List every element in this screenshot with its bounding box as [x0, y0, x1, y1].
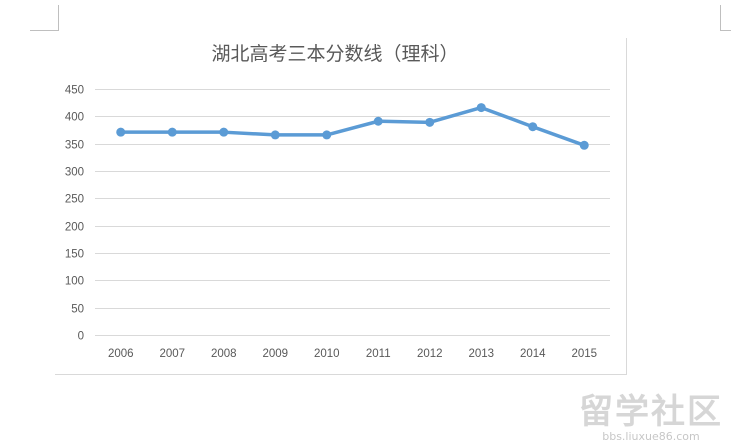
corner-mark-top-left: [30, 5, 59, 31]
y-tick-label: 200: [65, 222, 84, 234]
x-tick-label: 2010: [314, 348, 340, 360]
x-tick-label: 2014: [520, 348, 546, 360]
data-point: [322, 130, 332, 140]
data-point: [116, 127, 126, 137]
y-tick-label: 400: [65, 112, 84, 124]
chart-title: 湖北高考三本分数线（理科）: [211, 43, 458, 65]
x-tick-label: 2013: [468, 348, 494, 360]
data-point: [270, 130, 280, 140]
data-point: [579, 140, 589, 150]
data-point: [476, 103, 486, 113]
y-tick-label: 150: [65, 249, 84, 261]
data-point: [528, 122, 538, 132]
x-tick-label: 2006: [108, 348, 134, 360]
x-tick-label: 2012: [417, 348, 443, 360]
x-tick-label: 2007: [159, 348, 185, 360]
y-tick-label: 50: [71, 304, 84, 316]
data-point: [425, 117, 435, 127]
y-tick-label: 300: [65, 167, 84, 179]
y-tick-label: 250: [65, 194, 84, 206]
x-tick-label: 2009: [262, 348, 288, 360]
data-point: [219, 127, 229, 137]
series-line: [120, 105, 585, 147]
data-point: [373, 116, 383, 126]
watermark-logo: 留学社区 bbs.liuxue86.com: [579, 392, 723, 443]
y-tick-label: 350: [65, 140, 84, 152]
chart-border: [55, 38, 627, 375]
y-tick-label: 100: [65, 276, 84, 288]
y-tick-label: 0: [78, 331, 84, 343]
page-corner-marks: [30, 5, 731, 31]
x-tick-label: 2011: [366, 348, 391, 360]
x-tick-label: 2015: [571, 348, 597, 360]
y-tick-label: 450: [65, 85, 84, 97]
x-tick-label: 2008: [211, 348, 237, 360]
corner-mark-top-right: [720, 5, 731, 31]
data-point: [167, 127, 177, 137]
